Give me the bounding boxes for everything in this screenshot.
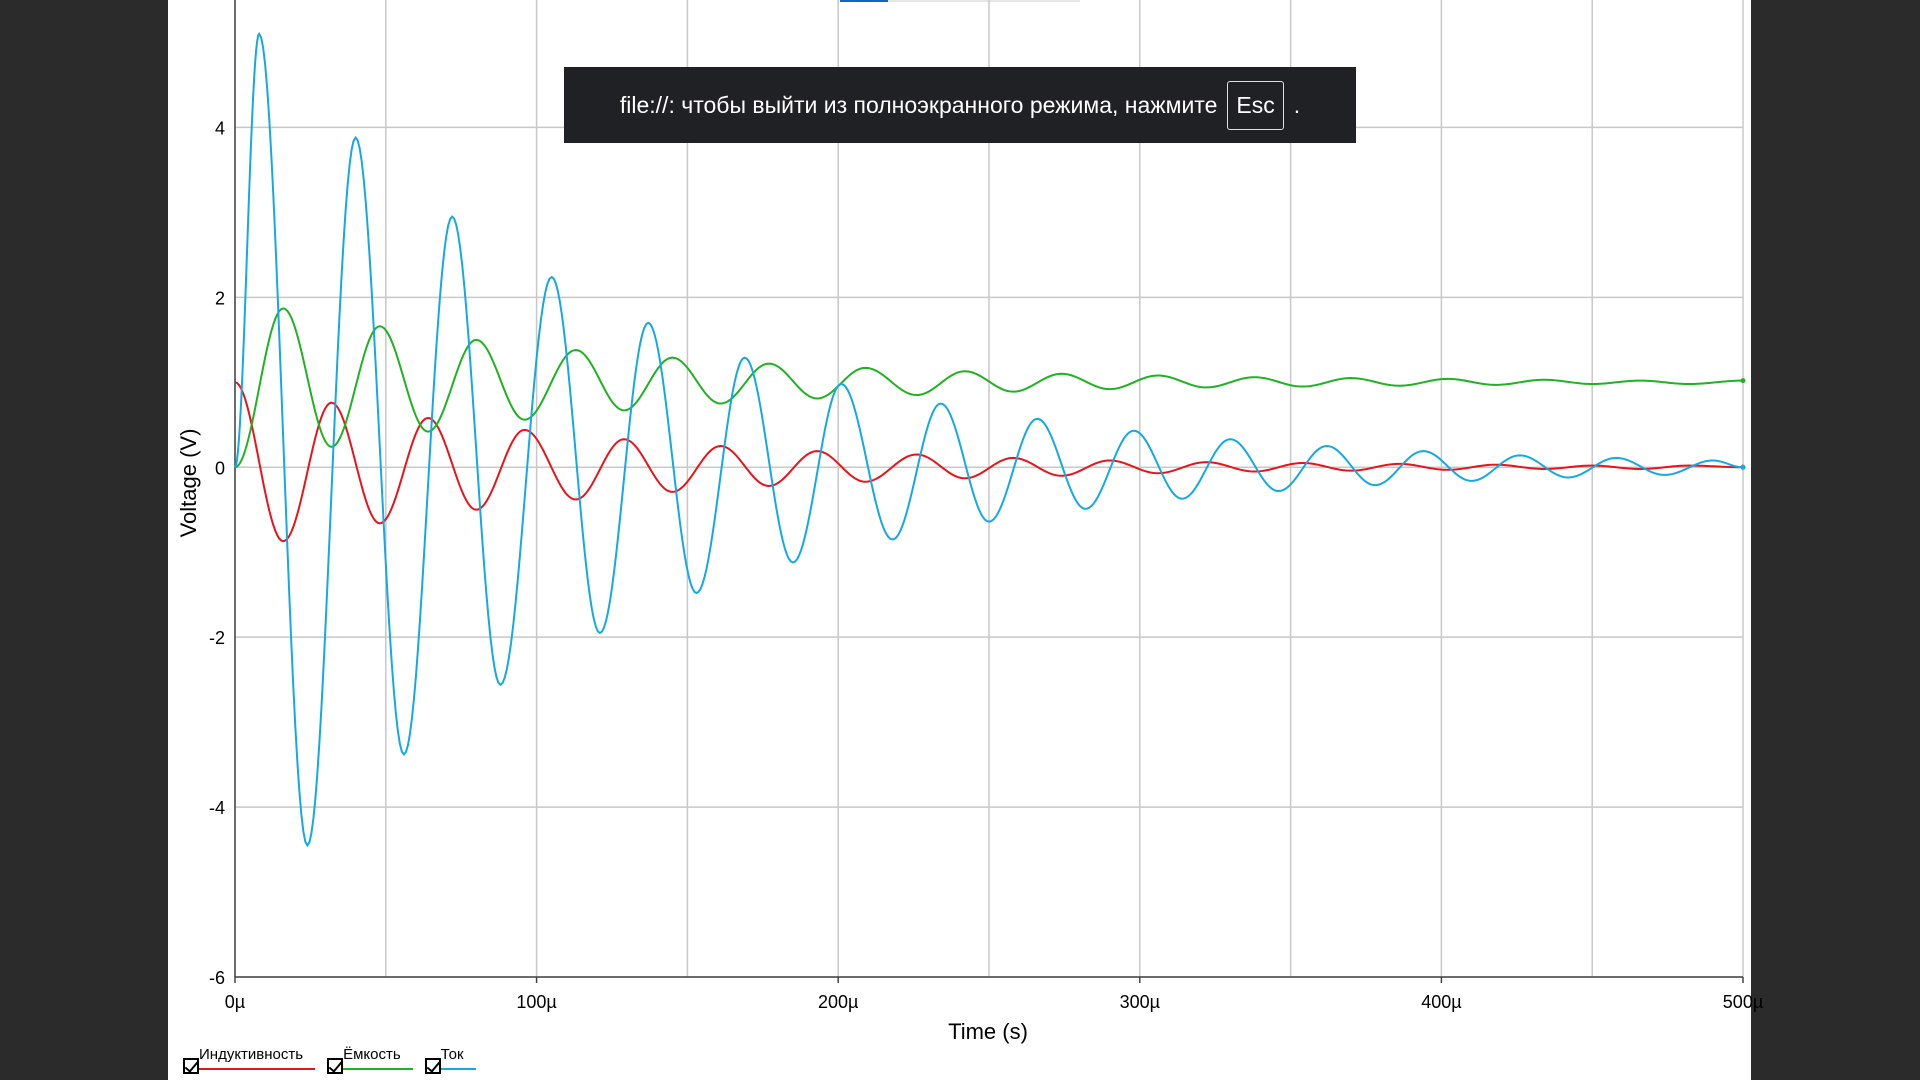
axes: -6 -4 -2 0 2 4 0µ 100µ 200µ 300µ 400µ 500µ bbox=[209, 0, 1763, 1012]
x-tick-label: 0µ bbox=[225, 992, 245, 1012]
top-tab-strip[interactable] bbox=[840, 0, 1080, 2]
y-tick-label: 0 bbox=[215, 458, 225, 478]
legend-label: Индуктивность bbox=[199, 1046, 304, 1063]
esc-key-hint: Esc bbox=[1227, 80, 1284, 130]
chart-panel bbox=[168, 0, 1751, 1080]
x-tick-label: 400µ bbox=[1421, 992, 1461, 1012]
series-line-2 bbox=[234, 31, 1744, 848]
legend-swatch bbox=[440, 1068, 476, 1070]
legend-item-current[interactable]: Ток bbox=[424, 1046, 476, 1074]
fullscreen-message: file://: чтобы выйти из полноэкранного р… bbox=[619, 91, 1218, 118]
series-line-1 bbox=[234, 307, 1744, 469]
top-tab-indicator bbox=[840, 0, 888, 2]
series-end-point bbox=[1740, 378, 1746, 384]
legend-label: Ток bbox=[440, 1046, 464, 1063]
y-tick-label: -6 bbox=[209, 968, 225, 988]
series-end-point bbox=[1740, 464, 1746, 470]
checkbox-checked-icon[interactable] bbox=[424, 1058, 441, 1074]
y-axis-label: Voltage (V) bbox=[176, 429, 201, 538]
y-tick-label: 4 bbox=[215, 118, 225, 138]
fullscreen-suffix: . bbox=[1293, 91, 1301, 118]
legend-swatch bbox=[199, 1068, 316, 1070]
y-tick-label: -4 bbox=[209, 798, 225, 818]
legend-item-capacitance[interactable]: Ёмкость bbox=[327, 1046, 413, 1074]
x-tick-label: 100µ bbox=[516, 992, 556, 1012]
legend-label: Ёмкость bbox=[343, 1046, 401, 1063]
y-tick-label: -2 bbox=[209, 628, 225, 648]
series-line-0 bbox=[234, 381, 1744, 543]
x-tick-label: 300µ bbox=[1120, 992, 1160, 1012]
chart-legend: Индуктивность Ёмкость Ток bbox=[183, 1046, 488, 1080]
fullscreen-notification: file://: чтобы выйти из полноэкранного р… bbox=[564, 67, 1356, 143]
x-tick-label: 200µ bbox=[818, 992, 858, 1012]
series-lines bbox=[234, 31, 1746, 848]
checkbox-checked-icon[interactable] bbox=[183, 1058, 199, 1074]
legend-swatch bbox=[343, 1068, 413, 1070]
legend-item-inductance[interactable]: Индуктивность bbox=[183, 1046, 316, 1074]
y-tick-label: 2 bbox=[215, 288, 225, 308]
checkbox-checked-icon[interactable] bbox=[327, 1058, 344, 1074]
x-tick-label: 500µ bbox=[1723, 992, 1763, 1012]
x-axis-label: Time (s) bbox=[948, 1019, 1028, 1044]
